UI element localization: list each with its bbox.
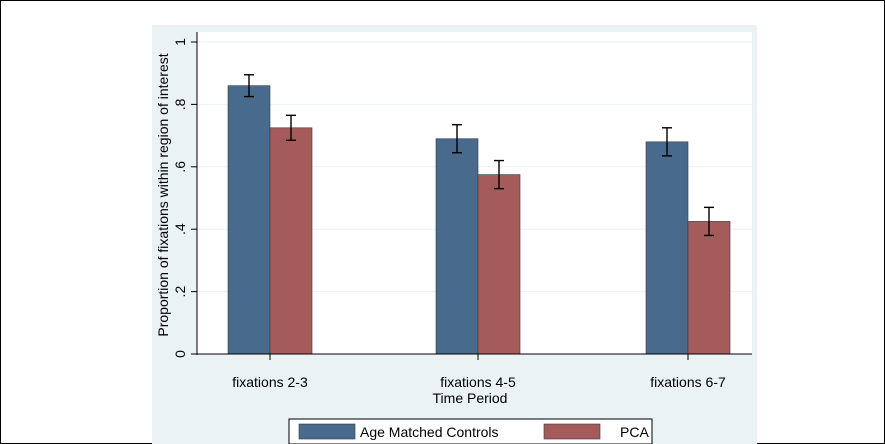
error-bar	[452, 123, 462, 154]
y-axis-title: Proportion of fixations within region of…	[155, 53, 171, 336]
y-tick-label: .2	[172, 286, 188, 298]
error-bar	[494, 159, 504, 190]
bar-pca-1	[269, 127, 313, 355]
error-bar	[286, 114, 296, 141]
y-tick-label: .8	[172, 98, 188, 110]
x-tick-label: fixations 4-5	[440, 374, 516, 390]
bar-pca-3	[687, 221, 731, 355]
y-tick-label: 1	[172, 38, 188, 46]
legend-swatch-pca	[543, 423, 601, 440]
y-tick-label: .6	[172, 161, 188, 173]
error-bars	[244, 74, 714, 237]
error-bar	[244, 74, 254, 98]
bar-pca-2	[477, 174, 521, 355]
x-axis-title: Time Period	[433, 390, 508, 406]
x-tick-label: fixations 6-7	[650, 374, 726, 390]
legend-label-controls: Age Matched Controls	[360, 424, 499, 440]
bar-controls-2	[435, 138, 479, 355]
x-tick-label: fixations 2-3	[232, 374, 308, 390]
error-bar	[662, 127, 672, 157]
bars	[227, 85, 731, 355]
axes: 0 .2 .4 .6 .8 1 fixations 2-3 fixations 4-5 fixa…	[172, 32, 752, 390]
legend: Age Matched Controls PCA	[288, 418, 653, 444]
legend-label-pca: PCA	[620, 424, 649, 440]
legend-swatch-controls	[298, 423, 356, 440]
bar-controls-1	[227, 85, 271, 355]
y-tick-label: 0	[172, 350, 188, 358]
bar-controls-3	[645, 141, 689, 355]
error-bar	[704, 206, 714, 237]
y-tick-label: .4	[172, 223, 188, 235]
